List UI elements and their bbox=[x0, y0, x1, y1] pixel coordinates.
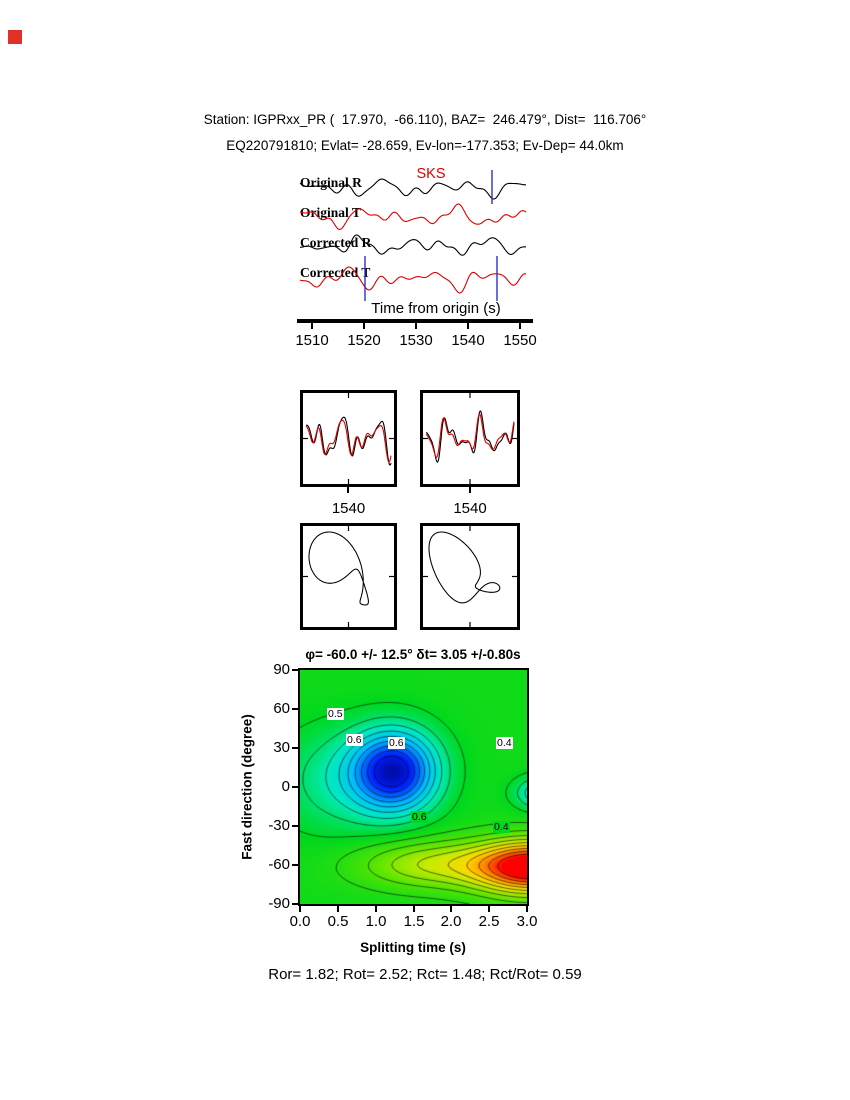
contour-ytick-label: 30 bbox=[273, 739, 290, 756]
waveform-traces-svg bbox=[299, 170, 527, 301]
trace-path bbox=[299, 203, 527, 230]
contour-label: 0.4 bbox=[496, 737, 513, 749]
contour-xtick bbox=[450, 906, 452, 912]
trace-path bbox=[428, 531, 501, 604]
contour-ytick bbox=[292, 903, 298, 905]
time-axis-label: Time from origin (s) bbox=[371, 300, 501, 317]
contour-xtick-label: 0.0 bbox=[289, 913, 311, 930]
contour-ytick bbox=[292, 708, 298, 710]
time-tick bbox=[467, 322, 469, 329]
hodogram-left-svg bbox=[303, 526, 394, 627]
trace-label-original-t: Original T bbox=[300, 205, 361, 220]
contour-xtick bbox=[337, 906, 339, 912]
contour-xtick bbox=[526, 906, 528, 912]
contour-label: 0.6 bbox=[388, 737, 405, 749]
result-ratios: Ror= 1.82; Rot= 2.52; Rct= 1.48; Rct/Rot… bbox=[268, 966, 582, 983]
contour-label: 0.6 bbox=[346, 734, 363, 746]
time-axis bbox=[297, 319, 533, 323]
contour-xtick bbox=[488, 906, 490, 912]
trace-path bbox=[300, 234, 527, 256]
corner-marker bbox=[8, 30, 22, 44]
time-tick bbox=[415, 322, 417, 329]
contour-ytick-label: 90 bbox=[273, 661, 290, 678]
contour-xtick-label: 2.5 bbox=[478, 913, 500, 930]
zoom-left-tick-label: 1540 bbox=[331, 500, 366, 517]
time-tick-label: 1550 bbox=[503, 332, 537, 349]
trace-path bbox=[305, 419, 392, 463]
zoom-panel-left bbox=[300, 390, 397, 487]
time-tick bbox=[311, 322, 313, 329]
particle-motion-right bbox=[420, 523, 520, 630]
time-tick-label: 1510 bbox=[295, 332, 329, 349]
trace-path bbox=[299, 178, 527, 200]
zoom-panel-right bbox=[420, 390, 520, 487]
hodogram-right-svg bbox=[423, 526, 517, 627]
contour-xtick-label: 1.5 bbox=[403, 913, 425, 930]
contour-xtick bbox=[299, 906, 301, 912]
time-tick-label: 1520 bbox=[347, 332, 381, 349]
contour-ytick bbox=[292, 864, 298, 866]
zoom-right-axis-tick bbox=[469, 487, 471, 493]
contour-xtick-label: 1.0 bbox=[365, 913, 387, 930]
event-header: EQ220791810; Evlat= -28.659, Ev-lon=-177… bbox=[226, 138, 624, 153]
time-tick-label: 1530 bbox=[399, 332, 433, 349]
error-surface-canvas bbox=[298, 668, 529, 906]
contour-xtick-label: 2.0 bbox=[440, 913, 462, 930]
contour-ytick-label: -60 bbox=[268, 856, 290, 873]
contour-ytick bbox=[292, 786, 298, 788]
contour-xtick bbox=[413, 906, 415, 912]
contour-ytick-label: -30 bbox=[268, 817, 290, 834]
trace-path bbox=[305, 416, 392, 466]
zoom-left-axis-tick bbox=[347, 487, 349, 493]
zoom-left-svg bbox=[303, 393, 394, 484]
particle-motion-left bbox=[300, 523, 397, 630]
contour-label: 0.4 bbox=[493, 821, 510, 833]
contour-xtick-label: 3.0 bbox=[516, 913, 538, 930]
phase-label: SKS bbox=[416, 166, 446, 182]
time-tick bbox=[363, 322, 365, 329]
time-tick-label: 1540 bbox=[451, 332, 485, 349]
contour-ytick bbox=[292, 669, 298, 671]
contour-xtick bbox=[375, 906, 377, 912]
contour-title: φ= -60.0 +/- 12.5° δt= 3.05 +/-0.80s bbox=[305, 647, 521, 662]
zoom-right-tick-label: 1540 bbox=[453, 500, 487, 517]
contour-ytick bbox=[292, 747, 298, 749]
contour-ytick-label: 0 bbox=[281, 778, 290, 795]
zoom-right-svg bbox=[423, 393, 517, 484]
station-header: Station: IGPRxx_PR ( 17.970, -66.110), B… bbox=[203, 112, 647, 127]
trace-path bbox=[308, 531, 369, 606]
time-tick bbox=[519, 322, 521, 329]
trace-path bbox=[425, 413, 515, 458]
contour-label: 0.6 bbox=[411, 811, 428, 823]
contour-label: 0.5 bbox=[327, 708, 344, 720]
contour-ytick-label: -90 bbox=[268, 895, 290, 912]
contour-xlabel: Splitting time (s) bbox=[360, 940, 466, 955]
contour-xtick-label: 0.5 bbox=[327, 913, 349, 930]
trace-label-corrected-r: Corrected R bbox=[300, 235, 372, 250]
contour-ytick bbox=[292, 825, 298, 827]
contour-ytick-label: 60 bbox=[273, 700, 290, 717]
trace-path bbox=[299, 266, 527, 294]
